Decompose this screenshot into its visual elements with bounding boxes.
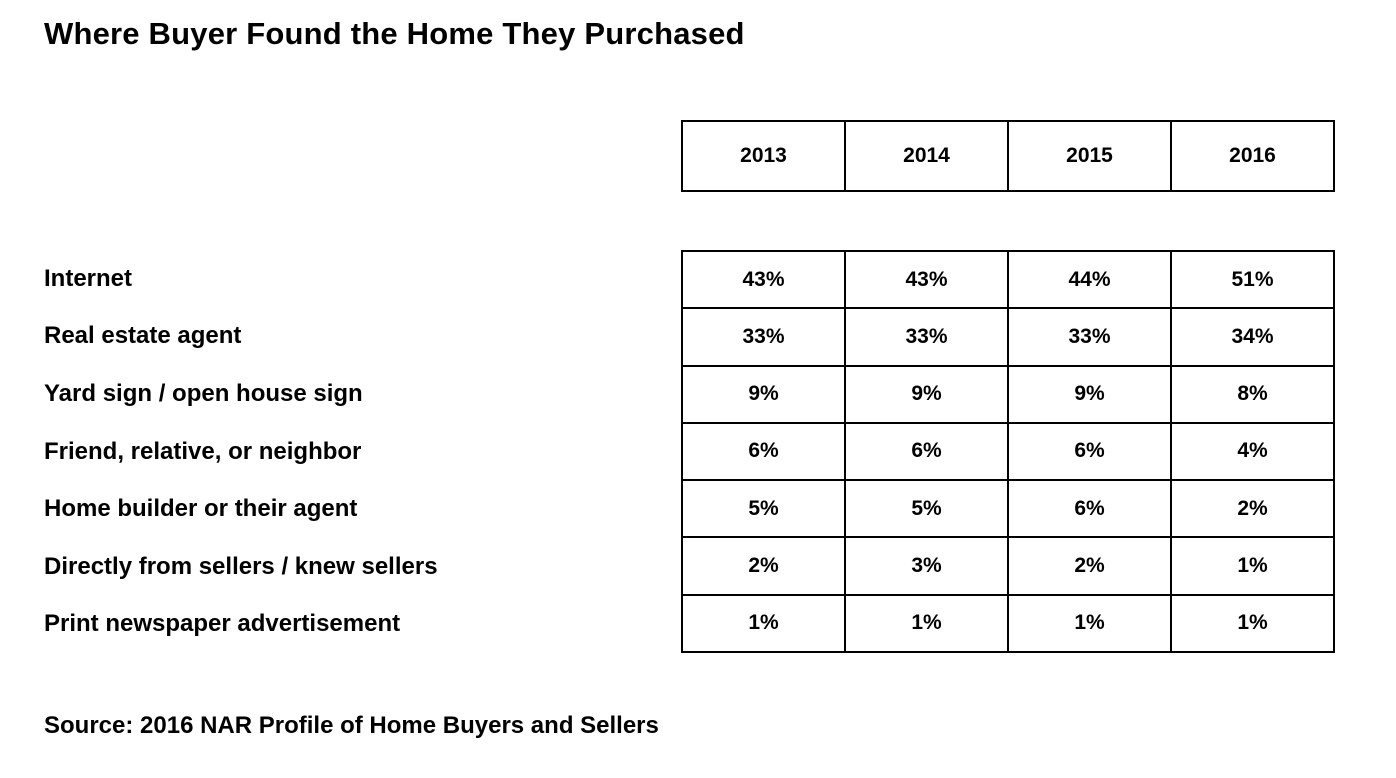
row-label-print-newspaper: Print newspaper advertisement [44, 610, 401, 638]
table-row: 9% 9% 9% 8% [683, 364, 1333, 422]
data-cell: 33% [844, 309, 1007, 365]
data-cell: 1% [1170, 595, 1333, 651]
data-cell: 9% [1007, 366, 1170, 422]
source-note: Source: 2016 NAR Profile of Home Buyers … [44, 712, 659, 739]
data-cell: 2% [1007, 538, 1170, 594]
data-cell: 4% [1170, 423, 1333, 480]
data-cell: 1% [748, 611, 779, 635]
row-label-column: Internet Real estate agent Yard sign / o… [44, 250, 654, 653]
data-cell: 43% [742, 267, 785, 291]
year-header-2013: 2013 [740, 144, 787, 167]
data-cell: 6% [1007, 423, 1170, 480]
page-title: Where Buyer Found the Home They Purchase… [44, 16, 745, 51]
year-header-2015: 2015 [1007, 122, 1170, 190]
year-header-2016: 2016 [1170, 122, 1333, 190]
data-cell: 5% [844, 481, 1007, 537]
data-cell: 51% [1170, 252, 1333, 308]
data-cell: 1% [1007, 595, 1170, 651]
table-row: 43% 43% 44% 51% [683, 252, 1333, 308]
row-label-internet: Internet [44, 264, 133, 292]
data-cell: 6% [1007, 481, 1170, 537]
data-cell: 5% [748, 496, 779, 520]
row-label-friend-relative-neighbor: Friend, relative, or neighbor [44, 437, 362, 465]
row-label-yard-sign: Yard sign / open house sign [44, 379, 363, 407]
row-label-real-estate-agent: Real estate agent [44, 322, 242, 350]
table-row: 1% 1% 1% 1% [683, 593, 1333, 651]
data-cell: 1% [844, 595, 1007, 651]
data-cell: 9% [748, 382, 779, 406]
table-row: 6% 6% 6% 4% [683, 421, 1333, 480]
table-row: 33% 33% 33% 34% [683, 307, 1333, 365]
data-cell: 6% [748, 439, 779, 463]
data-cell: 43% [844, 252, 1007, 308]
row-label-directly-from-sellers: Directly from sellers / knew sellers [44, 552, 438, 580]
data-cell: 8% [1170, 366, 1333, 422]
data-cell: 2% [1170, 481, 1333, 537]
data-cell: 3% [844, 538, 1007, 594]
data-cell: 33% [1007, 309, 1170, 365]
table-row: 5% 5% 6% 2% [683, 479, 1333, 537]
data-table: 43% 43% 44% 51% 33% 33% 33% 34% 9% 9% 9%… [681, 250, 1335, 653]
data-cell: 33% [742, 324, 785, 348]
data-cell: 6% [844, 423, 1007, 480]
data-cell: 34% [1170, 309, 1333, 365]
data-cell: 1% [1170, 538, 1333, 594]
year-header-2014: 2014 [844, 122, 1007, 190]
row-label-home-builder: Home builder or their agent [44, 495, 358, 523]
data-cell: 9% [844, 366, 1007, 422]
table-row: 2% 3% 2% 1% [683, 536, 1333, 594]
year-header-row: 2013 2014 2015 2016 [681, 120, 1335, 192]
data-cell: 2% [748, 554, 779, 578]
data-cell: 44% [1007, 252, 1170, 308]
